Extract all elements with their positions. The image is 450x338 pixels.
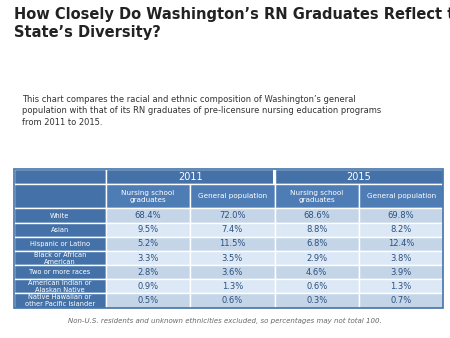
Text: 2.9%: 2.9% xyxy=(306,254,327,263)
Bar xyxy=(274,184,359,209)
Text: 6.8%: 6.8% xyxy=(306,239,328,248)
Text: 2011: 2011 xyxy=(178,172,202,182)
Text: 3.5%: 3.5% xyxy=(222,254,243,263)
Text: How Closely Do Washington’s RN Graduates Reflect the
State’s Diversity?: How Closely Do Washington’s RN Graduates… xyxy=(14,7,450,40)
Text: 68.6%: 68.6% xyxy=(303,211,330,220)
Bar xyxy=(359,293,443,308)
Bar xyxy=(14,265,106,279)
Text: 8.8%: 8.8% xyxy=(306,225,328,234)
Bar xyxy=(106,293,190,308)
Bar xyxy=(274,237,359,251)
Text: This chart compares the racial and ethnic composition of Washington’s general
po: This chart compares the racial and ethni… xyxy=(22,95,382,127)
Bar xyxy=(274,279,359,293)
Text: 11.5%: 11.5% xyxy=(219,239,246,248)
Text: 1.3%: 1.3% xyxy=(222,282,243,291)
Text: 0.3%: 0.3% xyxy=(306,296,327,305)
Text: 3.8%: 3.8% xyxy=(391,254,412,263)
Text: 4.6%: 4.6% xyxy=(306,268,327,277)
Bar xyxy=(106,169,274,184)
Text: Nursing school
graduates: Nursing school graduates xyxy=(290,190,343,203)
Bar xyxy=(106,237,190,251)
Bar xyxy=(14,237,106,251)
Text: Hispanic or Latino: Hispanic or Latino xyxy=(30,241,90,247)
Text: 72.0%: 72.0% xyxy=(219,211,246,220)
Bar xyxy=(273,169,276,184)
Text: 12.4%: 12.4% xyxy=(388,239,414,248)
Bar xyxy=(14,279,106,293)
Bar xyxy=(14,223,106,237)
Text: 69.8%: 69.8% xyxy=(388,211,414,220)
Bar xyxy=(106,265,190,279)
Text: 1.3%: 1.3% xyxy=(391,282,412,291)
Bar xyxy=(14,251,106,265)
Text: 2015: 2015 xyxy=(346,172,371,182)
Bar xyxy=(14,209,106,223)
Bar xyxy=(359,265,443,279)
Bar xyxy=(14,184,106,209)
Text: 0.6%: 0.6% xyxy=(306,282,327,291)
Text: 3.3%: 3.3% xyxy=(137,254,159,263)
Text: 0.5%: 0.5% xyxy=(138,296,159,305)
Bar xyxy=(190,237,274,251)
Text: 0.7%: 0.7% xyxy=(391,296,412,305)
Text: 0.6%: 0.6% xyxy=(222,296,243,305)
Bar xyxy=(106,279,190,293)
Bar xyxy=(274,169,443,184)
Text: General population: General population xyxy=(366,193,436,199)
Bar xyxy=(106,251,190,265)
Bar xyxy=(359,251,443,265)
Text: 68.4%: 68.4% xyxy=(135,211,162,220)
Text: 3.9%: 3.9% xyxy=(391,268,412,277)
Bar xyxy=(274,251,359,265)
Bar xyxy=(274,265,359,279)
Text: Black or African
American: Black or African American xyxy=(33,251,86,265)
Bar xyxy=(106,223,190,237)
Bar xyxy=(106,184,190,209)
Bar xyxy=(190,223,274,237)
Bar xyxy=(14,169,106,184)
Bar xyxy=(359,184,443,209)
Bar xyxy=(190,293,274,308)
Text: 2.8%: 2.8% xyxy=(137,268,159,277)
Text: American Indian or
Alaskan Native: American Indian or Alaskan Native xyxy=(28,280,91,293)
Bar xyxy=(106,209,190,223)
Bar xyxy=(190,265,274,279)
Text: Nursing school
graduates: Nursing school graduates xyxy=(122,190,175,203)
Text: White: White xyxy=(50,213,69,219)
Text: 8.2%: 8.2% xyxy=(391,225,412,234)
Bar xyxy=(359,209,443,223)
Text: 9.5%: 9.5% xyxy=(138,225,159,234)
Text: 3.6%: 3.6% xyxy=(222,268,243,277)
Bar xyxy=(190,251,274,265)
Text: Asian: Asian xyxy=(50,227,69,233)
Bar xyxy=(14,293,106,308)
Bar xyxy=(190,279,274,293)
Bar xyxy=(274,209,359,223)
Text: 0.9%: 0.9% xyxy=(138,282,159,291)
Bar xyxy=(190,184,274,209)
Bar xyxy=(274,293,359,308)
Bar xyxy=(274,223,359,237)
Text: General population: General population xyxy=(198,193,267,199)
Bar xyxy=(359,223,443,237)
Bar xyxy=(359,237,443,251)
Text: Non-U.S. residents and unknown ethnicities excluded, so percentages may not tota: Non-U.S. residents and unknown ethniciti… xyxy=(68,318,382,324)
Text: Native Hawaiian or
other Pacific Islander: Native Hawaiian or other Pacific Islande… xyxy=(25,294,95,307)
Text: 7.4%: 7.4% xyxy=(222,225,243,234)
Bar xyxy=(190,209,274,223)
Text: Two or more races: Two or more races xyxy=(29,269,90,275)
Text: 5.2%: 5.2% xyxy=(138,239,159,248)
Bar xyxy=(359,279,443,293)
